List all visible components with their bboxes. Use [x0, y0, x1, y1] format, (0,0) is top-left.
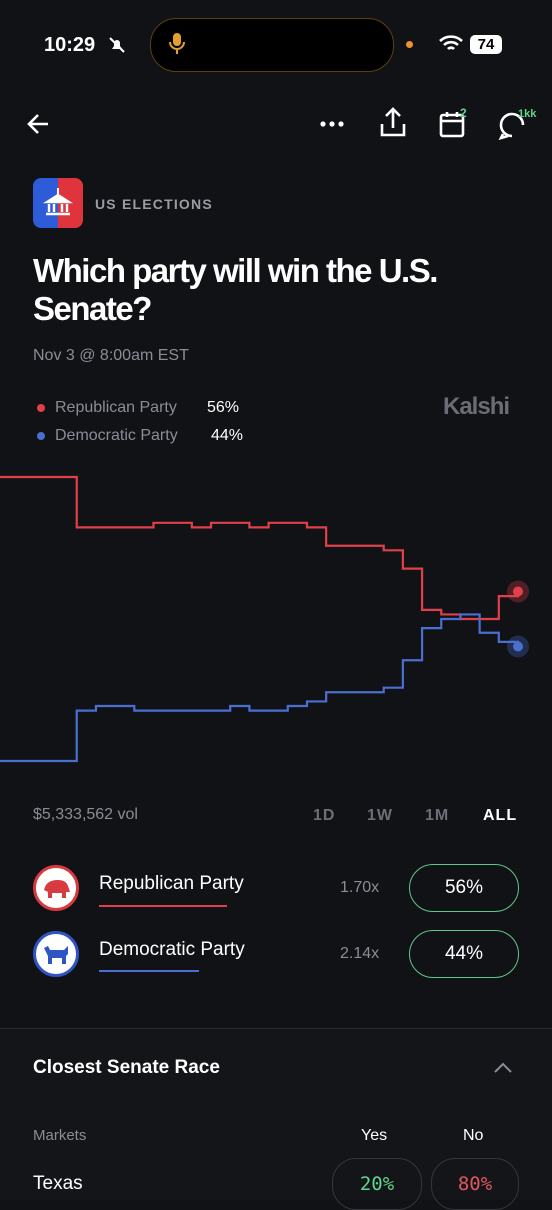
- outcome-underline: [99, 905, 227, 907]
- end-dot: [513, 586, 523, 597]
- category: US ELECTIONS: [95, 196, 213, 212]
- calendar-badge: 2: [460, 106, 467, 120]
- range-button[interactable]: 1M: [425, 807, 450, 824]
- volume: $5,333,562 vol: [33, 806, 138, 823]
- column-header: No: [463, 1127, 484, 1144]
- battery: 74: [470, 35, 502, 54]
- end-halo: [507, 635, 529, 658]
- comment-badge: 1kk: [518, 108, 537, 120]
- outcome-multiplier: 1.70x: [340, 879, 380, 896]
- buy-button[interactable]: 44%: [409, 930, 519, 978]
- range-button[interactable]: 1D: [313, 807, 336, 824]
- column-header: Yes: [361, 1127, 388, 1144]
- democratic-icon: [33, 931, 79, 977]
- more-button[interactable]: [318, 116, 346, 132]
- column-header: Markets: [33, 1127, 87, 1144]
- mic-icon: [169, 33, 185, 54]
- clock: 10:29: [44, 34, 96, 56]
- date: Nov 3 @ 8:00am EST: [33, 347, 189, 364]
- outcome-multiplier: 2.14x: [340, 945, 380, 962]
- title: Which party will win the U.S. Senate?: [33, 252, 438, 327]
- legend-dot: [37, 432, 45, 440]
- price-line: [0, 475, 520, 621]
- range-button[interactable]: ALL: [483, 807, 518, 824]
- no-button[interactable]: 80%: [431, 1158, 519, 1210]
- dynamic-island: [150, 18, 394, 72]
- legend-value: 44%: [211, 427, 244, 444]
- end-halo: [507, 580, 529, 603]
- back-button[interactable]: [24, 110, 52, 138]
- republican-icon: [33, 865, 79, 911]
- wifi-icon: [439, 35, 463, 51]
- divider: [0, 1028, 552, 1029]
- legend-dot: [37, 404, 45, 412]
- range-button[interactable]: 1W: [367, 807, 393, 824]
- market-name: Texas: [33, 1173, 83, 1194]
- legend-value: 56%: [207, 399, 240, 416]
- outcome-underline: [99, 970, 199, 972]
- price-line: [0, 613, 520, 763]
- mute-icon: [109, 37, 125, 53]
- share-button[interactable]: [378, 106, 408, 138]
- section-bg: [0, 1029, 552, 1200]
- privacy-dot: [406, 41, 413, 48]
- legend-name: Republican Party: [55, 399, 177, 416]
- buy-button[interactable]: 56%: [409, 864, 519, 912]
- section-title: Closest Senate Race: [33, 1057, 220, 1078]
- outcome-name: Democratic Party: [99, 939, 245, 960]
- brand: Kalshi: [443, 393, 510, 420]
- end-dot: [513, 641, 523, 652]
- calendar-button[interactable]: [438, 108, 468, 138]
- comment-button[interactable]: [498, 110, 528, 140]
- category-icon: [33, 178, 83, 228]
- collapse-button[interactable]: [492, 1060, 514, 1076]
- legend-name: Democratic Party: [55, 427, 178, 444]
- yes-button[interactable]: 20%: [332, 1158, 422, 1210]
- outcome-name: Republican Party: [99, 873, 244, 894]
